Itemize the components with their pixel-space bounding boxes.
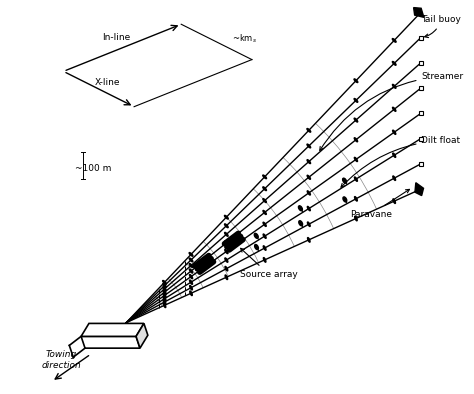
Ellipse shape <box>189 264 193 268</box>
Ellipse shape <box>163 300 166 304</box>
Ellipse shape <box>163 281 166 284</box>
Ellipse shape <box>393 199 395 203</box>
Ellipse shape <box>307 144 310 148</box>
Polygon shape <box>136 323 148 348</box>
Ellipse shape <box>163 290 166 294</box>
Text: Dilt float: Dilt float <box>341 136 461 187</box>
Text: Tail buoy: Tail buoy <box>421 15 461 37</box>
Text: ~km$_s$: ~km$_s$ <box>231 33 256 45</box>
Ellipse shape <box>307 206 310 211</box>
Ellipse shape <box>392 39 396 42</box>
Ellipse shape <box>392 130 396 134</box>
Text: X-line: X-line <box>94 78 120 87</box>
Ellipse shape <box>225 232 228 236</box>
Ellipse shape <box>355 216 357 221</box>
Ellipse shape <box>163 303 166 308</box>
Ellipse shape <box>393 153 396 157</box>
Text: Towing
direction: Towing direction <box>42 350 82 370</box>
Text: ~100 m: ~100 m <box>75 164 111 173</box>
Ellipse shape <box>307 160 310 164</box>
Ellipse shape <box>163 294 166 297</box>
Ellipse shape <box>299 221 302 226</box>
Ellipse shape <box>189 269 193 273</box>
Ellipse shape <box>392 84 396 88</box>
Ellipse shape <box>263 222 266 227</box>
Ellipse shape <box>225 216 228 219</box>
Ellipse shape <box>299 206 302 211</box>
Ellipse shape <box>355 177 357 181</box>
Ellipse shape <box>225 241 228 245</box>
Ellipse shape <box>225 258 228 262</box>
Ellipse shape <box>263 175 266 178</box>
Polygon shape <box>414 7 424 17</box>
Ellipse shape <box>189 253 193 256</box>
Ellipse shape <box>308 222 310 227</box>
Ellipse shape <box>263 246 266 250</box>
Ellipse shape <box>190 291 192 296</box>
Ellipse shape <box>163 287 166 291</box>
Polygon shape <box>415 183 423 195</box>
Text: Paravane: Paravane <box>350 190 410 219</box>
Polygon shape <box>81 323 144 336</box>
Ellipse shape <box>343 197 347 202</box>
Ellipse shape <box>225 249 228 254</box>
Ellipse shape <box>163 284 166 288</box>
Ellipse shape <box>190 275 192 279</box>
Ellipse shape <box>307 191 310 195</box>
Ellipse shape <box>354 138 357 142</box>
Ellipse shape <box>163 297 166 301</box>
Text: Streamer: Streamer <box>320 72 464 151</box>
Ellipse shape <box>254 233 258 238</box>
Ellipse shape <box>393 176 396 180</box>
Ellipse shape <box>225 224 228 228</box>
Ellipse shape <box>264 258 266 262</box>
Polygon shape <box>81 336 140 348</box>
Ellipse shape <box>263 199 266 203</box>
Ellipse shape <box>263 234 266 238</box>
Text: Source array: Source array <box>240 248 298 279</box>
Ellipse shape <box>355 157 357 162</box>
Ellipse shape <box>190 280 192 284</box>
Ellipse shape <box>190 286 192 290</box>
Ellipse shape <box>355 197 357 201</box>
Ellipse shape <box>392 107 396 111</box>
Ellipse shape <box>308 238 310 242</box>
Ellipse shape <box>354 118 358 122</box>
Text: In-line: In-line <box>102 33 130 42</box>
Ellipse shape <box>255 245 258 249</box>
Ellipse shape <box>307 128 310 132</box>
Ellipse shape <box>263 187 266 191</box>
Ellipse shape <box>392 61 396 65</box>
Ellipse shape <box>263 210 266 214</box>
Ellipse shape <box>225 266 228 271</box>
Ellipse shape <box>343 178 346 183</box>
Ellipse shape <box>354 79 358 82</box>
Ellipse shape <box>225 275 228 279</box>
Ellipse shape <box>354 98 358 102</box>
Ellipse shape <box>307 175 310 179</box>
Ellipse shape <box>189 258 193 262</box>
